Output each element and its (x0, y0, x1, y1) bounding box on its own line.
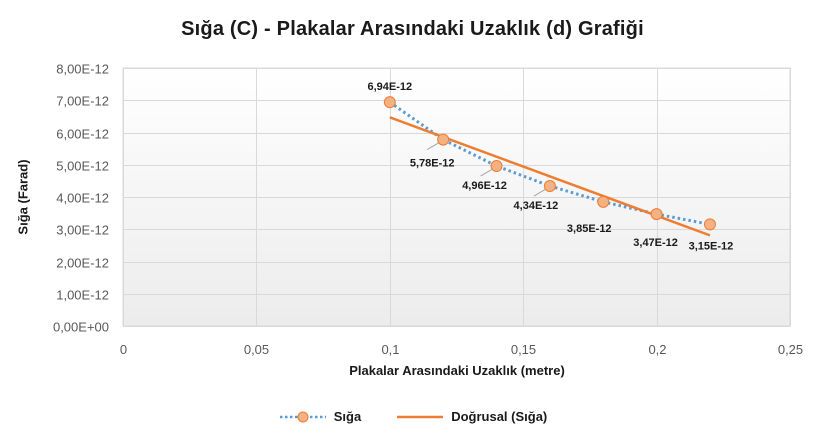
y-tick-label: 2,00E-12 (56, 256, 109, 271)
data-point-marker (703, 218, 716, 231)
x-axis-title: Plakalar Arasındaki Uzaklık (metre) (349, 363, 565, 378)
legend-item-siga[interactable]: Sığa (278, 409, 361, 424)
data-label: 4,34E-12 (514, 200, 559, 212)
label-leader-line (426, 142, 440, 151)
x-tick-label: 0,25 (778, 342, 803, 357)
data-point-marker (650, 208, 663, 221)
label-leader-line (480, 168, 493, 177)
label-leader-line (533, 188, 547, 197)
data-point-marker (597, 195, 610, 208)
data-label: 5,78E-12 (410, 158, 455, 170)
dotted-line-marker-icon (279, 411, 326, 422)
legend-label-siga: Sığa (333, 409, 362, 424)
x-tick-label: 0,15 (511, 342, 536, 357)
legend-item-trendline[interactable]: Doğrusal (Sığa) (395, 409, 547, 424)
y-tick-label: 7,00E-12 (56, 94, 109, 109)
x-tick-label: 0,2 (648, 342, 666, 357)
data-point-marker (383, 96, 396, 109)
legend: Sığa Doğrusal (Sığa) (0, 409, 825, 424)
y-tick-label: 4,00E-12 (56, 191, 109, 206)
x-tick-label: 0 (120, 342, 127, 357)
y-tick-label: 5,00E-12 (56, 159, 109, 174)
data-label: 3,47E-12 (633, 237, 678, 249)
data-point-marker (490, 160, 503, 173)
y-tick-label: 0,00E+00 (53, 320, 109, 335)
legend-label-trendline: Doğrusal (Sığa) (451, 409, 548, 424)
data-point-marker (543, 180, 556, 193)
data-label: 6,94E-12 (367, 81, 412, 93)
data-label: 3,85E-12 (567, 223, 612, 235)
chart-title: Sığa (C) - Plakalar Arasındaki Uzaklık (… (181, 18, 644, 40)
data-label: 3,15E-12 (689, 240, 734, 252)
x-tick-label: 0,05 (244, 342, 269, 357)
y-tick-label: 1,00E-12 (56, 288, 109, 303)
solid-line-icon (397, 415, 444, 418)
data-label: 4,96E-12 (462, 180, 507, 192)
y-tick-label: 8,00E-12 (56, 62, 109, 77)
data-point-marker (437, 133, 450, 146)
x-tick-label: 0,1 (381, 342, 399, 357)
y-tick-label: 6,00E-12 (56, 127, 109, 142)
y-tick-label: 3,00E-12 (56, 223, 109, 238)
